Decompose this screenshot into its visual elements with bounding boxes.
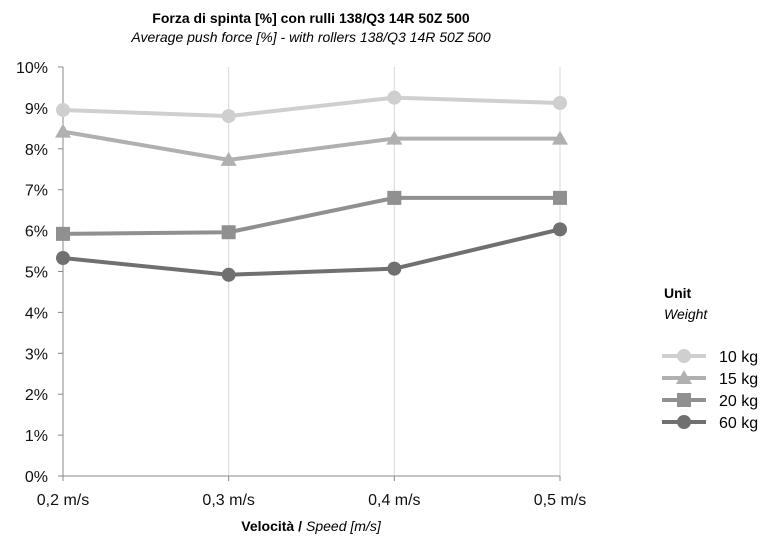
legend-swatch-marker (676, 370, 692, 384)
data-point (387, 90, 402, 105)
series-10-kg (56, 90, 567, 124)
series-line (62, 195, 560, 236)
data-point (553, 190, 567, 205)
series-line (62, 227, 561, 277)
series-15-kg (55, 123, 568, 166)
y-tick-label: 7% (25, 183, 48, 200)
x-tick-label: 0,3 m/s (202, 492, 254, 509)
legend-swatch-marker (677, 349, 691, 363)
legend-title: Unit (664, 285, 692, 301)
y-tick-label: 0% (25, 469, 48, 486)
legend-label: 60 kg (719, 415, 758, 432)
legend-swatch-marker (677, 393, 691, 407)
y-tick-label: 2% (25, 387, 48, 404)
x-tick-label: 0,4 m/s (368, 492, 420, 509)
x-axis-ticks: 0,2 m/s 0,3 m/s 0,4 m/s 0,5 m/s (37, 492, 586, 509)
y-tick-label: 9% (25, 101, 48, 118)
y-tick-label: 5% (25, 265, 48, 282)
y-axis-ticks: 0% 1% 2% 3% 4% 5% 6% 7% 8% 9% 10% (16, 60, 48, 486)
data-point (221, 225, 236, 240)
series-60-kg (56, 222, 567, 282)
data-point (56, 102, 70, 117)
y-tick-label: 4% (25, 305, 48, 322)
x-tick-label: 0,5 m/s (534, 492, 586, 509)
data-point (220, 151, 237, 166)
legend-label: 20 kg (719, 393, 758, 410)
y-tick-label: 8% (25, 142, 48, 159)
series-20-kg (56, 190, 567, 241)
y-tick-label: 1% (25, 428, 48, 445)
x-axis-label-bold: Velocità / (241, 518, 302, 534)
y-tick-label: 6% (25, 224, 48, 241)
legend-item: 60 kg (662, 415, 758, 432)
x-tick-label: 0,2 m/s (37, 492, 89, 509)
axes (58, 66, 561, 481)
chart-subtitle: Average push force [%] - with rollers 13… (130, 29, 490, 45)
plot-area (55, 90, 568, 282)
data-point (553, 95, 567, 110)
data-point (386, 130, 403, 145)
data-point (56, 226, 70, 241)
y-tick-label: 10% (16, 60, 48, 77)
series-line (62, 129, 560, 162)
data-point (553, 222, 567, 237)
legend-items: 10 kg 15 kg 20 kg 60 kg (662, 349, 758, 432)
data-point (56, 251, 70, 266)
data-point (387, 190, 402, 205)
x-axis-label-italic: Speed [m/s] (306, 518, 382, 534)
y-tick-label: 3% (25, 346, 48, 363)
legend-item: 20 kg (662, 393, 758, 410)
legend-item: 10 kg (662, 349, 758, 366)
legend-label: 15 kg (719, 371, 758, 388)
legend: Unit Weight 10 kg 15 kg 20 kg 60 kg (662, 285, 758, 432)
legend-item: 15 kg (662, 370, 758, 388)
legend-subtitle: Weight (664, 306, 708, 322)
legend-label: 10 kg (719, 349, 758, 366)
data-point (552, 130, 568, 145)
data-point (55, 123, 71, 138)
x-axis-label: Velocità / Speed [m/s] (241, 518, 382, 534)
series-line (62, 95, 561, 119)
data-point (221, 109, 236, 124)
chart-title: Forza di spinta [%] con rulli 138/Q3 14R… (152, 10, 470, 26)
legend-swatch-marker (677, 415, 691, 429)
data-point (221, 267, 236, 282)
data-point (387, 261, 402, 276)
